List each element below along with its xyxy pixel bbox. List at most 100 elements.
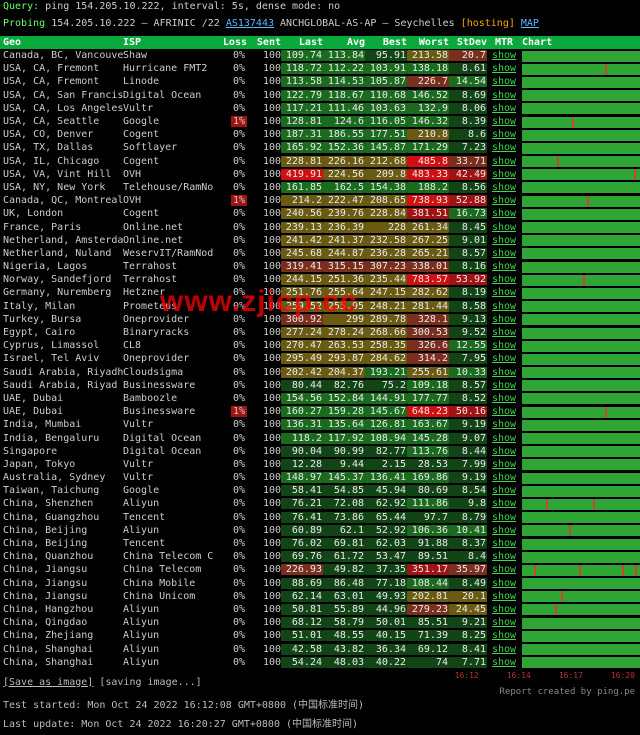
last-cell: 240.56: [281, 208, 323, 219]
mtr-link[interactable]: show: [489, 472, 519, 483]
best-cell: 2.15: [365, 459, 407, 470]
mtr-link[interactable]: show: [489, 340, 519, 351]
mtr-link[interactable]: show: [489, 248, 519, 259]
mtr-link[interactable]: show: [489, 578, 519, 589]
table-row: Australia, SydneyVultr0%100148.97145.371…: [0, 471, 640, 484]
loss-cell: 1%: [213, 195, 247, 206]
probing-asn-link[interactable]: AS137443: [226, 18, 274, 29]
avg-cell: 43.82: [323, 644, 365, 655]
mtr-link[interactable]: show: [489, 591, 519, 602]
mtr-link[interactable]: show: [489, 156, 519, 167]
mtr-link[interactable]: show: [489, 287, 519, 298]
loss-cell: 0%: [213, 472, 247, 483]
last-cell: 76.41: [281, 512, 323, 523]
mtr-link[interactable]: show: [489, 604, 519, 615]
stdev-cell: 8.54: [449, 485, 487, 496]
chart-cell: [519, 181, 640, 193]
mtr-link[interactable]: show: [489, 142, 519, 153]
mtr-link[interactable]: show: [489, 50, 519, 61]
best-cell: 82.77: [365, 446, 407, 457]
save-image-link[interactable]: [Save as image]: [3, 677, 93, 688]
mtr-link[interactable]: show: [489, 433, 519, 444]
last-cell: 118.72: [281, 63, 323, 74]
mtr-link[interactable]: show: [489, 116, 519, 127]
mtr-link[interactable]: show: [489, 630, 519, 641]
mtr-link[interactable]: show: [489, 367, 519, 378]
avg-cell: 72.08: [323, 498, 365, 509]
table-row: USA, IL, ChicagoCogent0%100228.81226.162…: [0, 155, 640, 168]
mtr-link[interactable]: show: [489, 327, 519, 338]
mtr-link[interactable]: show: [489, 103, 519, 114]
mtr-link[interactable]: show: [489, 90, 519, 101]
isp-cell: Digital Ocean: [123, 433, 213, 444]
worst-cell: 381.51: [407, 208, 449, 219]
table-row: Taiwan, TaichungGoogle0%10058.4154.8545.…: [0, 484, 640, 497]
sent-cell: 100: [247, 419, 281, 430]
chart-cell: [519, 63, 640, 75]
last-cell: 80.44: [281, 380, 323, 391]
table-row: China, ShanghaiAliyun0%10042.5843.8236.3…: [0, 642, 640, 655]
mtr-link[interactable]: show: [489, 195, 519, 206]
chart-cell: [519, 379, 640, 391]
worst-cell: 485.8: [407, 156, 449, 167]
mtr-link[interactable]: show: [489, 657, 519, 668]
worst-cell: 71.39: [407, 630, 449, 641]
mtr-link[interactable]: show: [489, 485, 519, 496]
best-cell: 232.58: [365, 235, 407, 246]
stdev-cell: 20.7: [449, 50, 487, 61]
mtr-link[interactable]: show: [489, 512, 519, 523]
isp-cell: China Telecom CN2: [123, 551, 213, 562]
mtr-link[interactable]: show: [489, 419, 519, 430]
mtr-link[interactable]: show: [489, 393, 519, 404]
isp-cell: Online.net: [123, 222, 213, 233]
stdev-cell: 10.33: [449, 367, 487, 378]
loss-cell: 0%: [213, 578, 247, 589]
chart-cell: [519, 89, 640, 101]
mtr-link[interactable]: show: [489, 314, 519, 325]
sent-cell: 100: [247, 63, 281, 74]
worst-cell: 738.93: [407, 195, 449, 206]
loss-cell: 0%: [213, 182, 247, 193]
mtr-link[interactable]: show: [489, 261, 519, 272]
mtr-link[interactable]: show: [489, 235, 519, 246]
mtr-link[interactable]: show: [489, 459, 519, 470]
mtr-link[interactable]: show: [489, 551, 519, 562]
mtr-link[interactable]: show: [489, 353, 519, 364]
last-cell: 58.41: [281, 485, 323, 496]
avg-cell: 58.79: [323, 617, 365, 628]
mtr-link[interactable]: show: [489, 222, 519, 233]
mtr-link[interactable]: show: [489, 129, 519, 140]
mtr-link[interactable]: show: [489, 182, 519, 193]
stdev-cell: 24.45: [449, 604, 487, 615]
isp-cell: Tencent: [123, 512, 213, 523]
avg-cell: 241.37: [323, 235, 365, 246]
mtr-link[interactable]: show: [489, 63, 519, 74]
col-mtr: MTR: [489, 37, 519, 48]
sent-cell: 100: [247, 314, 281, 325]
last-cell: 214.2: [281, 195, 323, 206]
mtr-link[interactable]: show: [489, 208, 519, 219]
mtr-link[interactable]: show: [489, 498, 519, 509]
mtr-link[interactable]: show: [489, 406, 519, 417]
avg-cell: 62.1: [323, 525, 365, 536]
table-row: France, ParisOnline.net0%100239.13236.39…: [0, 220, 640, 233]
mtr-link[interactable]: show: [489, 169, 519, 180]
table-row: USA, CA, Los AngelesVultr0%100117.21111.…: [0, 102, 640, 115]
mtr-link[interactable]: show: [489, 644, 519, 655]
avg-cell: 255.64: [323, 287, 365, 298]
mtr-link[interactable]: show: [489, 301, 519, 312]
mtr-link[interactable]: show: [489, 538, 519, 549]
map-link[interactable]: MAP: [521, 18, 539, 29]
mtr-link[interactable]: show: [489, 525, 519, 536]
mtr-link[interactable]: show: [489, 380, 519, 391]
mtr-link[interactable]: show: [489, 76, 519, 87]
best-cell: 65.44: [365, 512, 407, 523]
stdev-cell: 8.44: [449, 446, 487, 457]
mtr-link[interactable]: show: [489, 446, 519, 457]
mtr-link[interactable]: show: [489, 564, 519, 575]
mtr-link[interactable]: show: [489, 617, 519, 628]
geo-cell: Germany, Nuremberg: [3, 287, 123, 298]
isp-cell: Bamboozle: [123, 393, 213, 404]
geo-cell: Saudi Arabia, Riyadh: [3, 367, 123, 378]
mtr-link[interactable]: show: [489, 274, 519, 285]
